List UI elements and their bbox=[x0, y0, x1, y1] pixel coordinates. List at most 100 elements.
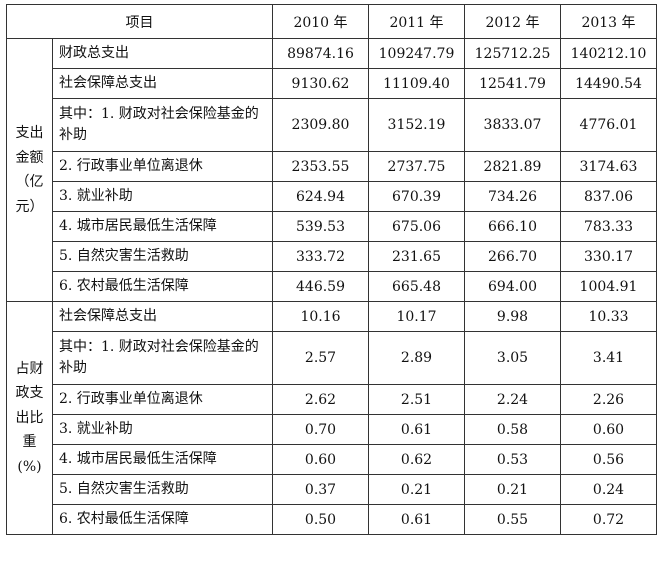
cell-value: 2.62 bbox=[272, 384, 369, 415]
table-row: 其中：1. 财政对社会保险基金的补助 2.57 2.89 3.05 3.41 bbox=[7, 331, 657, 385]
cell-value: 109247.79 bbox=[368, 38, 465, 69]
table-row: 4. 城市居民最低生活保障 539.53 675.06 666.10 783.33 bbox=[7, 211, 657, 242]
cell-value: 0.24 bbox=[560, 474, 657, 505]
cell-value: 3.05 bbox=[464, 331, 561, 385]
cell-value: 2821.89 bbox=[464, 151, 561, 182]
cell-value: 0.72 bbox=[560, 504, 657, 535]
header-year-2013: 2013 年 bbox=[560, 4, 657, 39]
cell-value: 0.60 bbox=[272, 444, 369, 475]
table-row: 5. 自然灾害生活救助 333.72 231.65 266.70 330.17 bbox=[7, 241, 657, 272]
table-row: 支出 金额 （亿元） 财政总支出 89874.16 109247.79 125712.25 1… bbox=[6, 38, 657, 302]
row-item-label: 5. 自然灾害生活救助 bbox=[52, 241, 273, 272]
group-label-line: 支出 bbox=[15, 125, 44, 141]
row-item-label: 社会保障总支出 bbox=[52, 68, 273, 99]
cell-value: 2309.80 bbox=[272, 98, 369, 152]
row-item-label: 社会保障总支出 bbox=[52, 301, 273, 332]
cell-value: 10.16 bbox=[272, 301, 369, 332]
cell-value: 9.98 bbox=[464, 301, 561, 332]
cell-value: 12541.79 bbox=[464, 68, 561, 99]
cell-value: 4776.01 bbox=[560, 98, 657, 152]
cell-value: 10.33 bbox=[560, 301, 657, 332]
header-year-2010: 2010 年 bbox=[272, 4, 369, 39]
header-item: 项目 bbox=[6, 4, 273, 39]
row-item-label: 2. 行政事业单位离退休 bbox=[52, 384, 273, 415]
table-row: 2. 行政事业单位离退休 2353.55 2737.75 2821.89 3174.63 bbox=[7, 151, 657, 182]
cell-value: 2737.75 bbox=[368, 151, 465, 182]
cell-value: 3152.19 bbox=[368, 98, 465, 152]
cell-value: 0.21 bbox=[368, 474, 465, 505]
header-year-2012: 2012 年 bbox=[464, 4, 561, 39]
group-label-line: 占财 bbox=[15, 360, 44, 377]
cell-value: 3.41 bbox=[560, 331, 657, 385]
cell-value: 2353.55 bbox=[272, 151, 369, 182]
row-item-label: 2. 行政事业单位离退休 bbox=[52, 151, 273, 182]
cell-value: 0.37 bbox=[272, 474, 369, 505]
cell-value: 125712.25 bbox=[464, 38, 561, 69]
social-security-expenditure-table: 项目 2010 年 2011 年 2012 年 2013 年 支出金额 （亿元） 财… bbox=[6, 4, 657, 535]
cell-value: 89874.16 bbox=[272, 38, 369, 69]
cell-value: 783.33 bbox=[560, 211, 657, 242]
cell-value: 330.17 bbox=[560, 241, 657, 272]
cell-value: 3833.07 bbox=[464, 98, 561, 152]
cell-value: 446.59 bbox=[272, 271, 369, 302]
table-row: 3. 就业补助 0.70 0.61 0.58 0.60 bbox=[7, 414, 657, 445]
cell-value: 0.58 bbox=[464, 414, 561, 445]
group-label-line: 政支 bbox=[15, 385, 44, 402]
row-item-label: 4. 城市居民最低生活保障 bbox=[52, 444, 273, 475]
cell-value: 0.50 bbox=[272, 504, 369, 535]
cell-value: 2.89 bbox=[368, 331, 465, 385]
cell-value: 837.06 bbox=[560, 181, 657, 212]
cell-value: 2.24 bbox=[464, 384, 561, 415]
row-item-label: 财政总支出 bbox=[52, 38, 273, 69]
cell-value: 3174.63 bbox=[560, 151, 657, 182]
cell-value: 624.94 bbox=[272, 181, 369, 212]
cell-value: 10.17 bbox=[368, 301, 465, 332]
table-row: 6. 农村最低生活保障 0.50 0.61 0.55 0.72 bbox=[7, 504, 657, 535]
table-row: 社会保障总支出 9130.62 11109.40 12541.79 14490.54 bbox=[7, 68, 657, 99]
group-label-line: 出比 bbox=[15, 409, 44, 426]
cell-value: 1004.91 bbox=[560, 271, 657, 302]
cell-value: 539.53 bbox=[272, 211, 369, 242]
group-label-line: 金额 bbox=[15, 149, 44, 166]
cell-value: 0.62 bbox=[368, 444, 465, 475]
cell-value: 0.53 bbox=[464, 444, 561, 475]
group-label-amount: 支出金额 （亿元） bbox=[6, 38, 53, 302]
cell-value: 0.70 bbox=[272, 414, 369, 445]
cell-value: 670.39 bbox=[368, 181, 465, 212]
cell-value: 0.61 bbox=[368, 504, 465, 535]
header-year-2011: 2011 年 bbox=[368, 4, 465, 39]
cell-value: 2.57 bbox=[272, 331, 369, 385]
cell-value: 14490.54 bbox=[560, 68, 657, 99]
table-row: 4. 城市居民最低生活保障 0.60 0.62 0.53 0.56 bbox=[7, 444, 657, 475]
table-row: 5. 自然灾害生活救助 0.37 0.21 0.21 0.24 bbox=[7, 474, 657, 505]
table-row: 2. 行政事业单位离退休 2.62 2.51 2.24 2.26 bbox=[7, 384, 657, 415]
cell-value: 675.06 bbox=[368, 211, 465, 242]
cell-value: 333.72 bbox=[272, 241, 369, 272]
row-item-label: 其中：1. 财政对社会保险基金的补助 bbox=[52, 98, 273, 152]
cell-value: 666.10 bbox=[464, 211, 561, 242]
table-row: 占财 政支 出比 重(%) 社会保障总支出 10.16 10.17 9.98 10.33 bbox=[6, 301, 657, 535]
cell-value: 0.60 bbox=[560, 414, 657, 445]
group-label-share: 占财 政支 出比 重(%) bbox=[6, 301, 53, 535]
row-item-label: 3. 就业补助 bbox=[52, 181, 273, 212]
cell-value: 0.21 bbox=[464, 474, 561, 505]
cell-value: 0.55 bbox=[464, 504, 561, 535]
cell-value: 694.00 bbox=[464, 271, 561, 302]
group-label-line: （亿元） bbox=[15, 174, 44, 215]
row-item-label: 其中：1. 财政对社会保险基金的补助 bbox=[52, 331, 273, 385]
row-item-label: 5. 自然灾害生活救助 bbox=[52, 474, 273, 505]
table-body: 支出 金额 （亿元） 财政总支出 89874.16 109247.79 125712.25 1… bbox=[6, 38, 657, 535]
cell-value: 140212.10 bbox=[560, 38, 657, 69]
row-item-label: 6. 农村最低生活保障 bbox=[52, 271, 273, 302]
cell-value: 0.56 bbox=[560, 444, 657, 475]
cell-value: 9130.62 bbox=[272, 68, 369, 99]
cell-value: 266.70 bbox=[464, 241, 561, 272]
cell-value: 665.48 bbox=[368, 271, 465, 302]
row-item-label: 3. 就业补助 bbox=[52, 414, 273, 445]
cell-value: 11109.40 bbox=[368, 68, 465, 99]
cell-value: 231.65 bbox=[368, 241, 465, 272]
cell-value: 2.51 bbox=[368, 384, 465, 415]
cell-value: 2.26 bbox=[560, 384, 657, 415]
table-row: 3. 就业补助 624.94 670.39 734.26 837.06 bbox=[7, 181, 657, 212]
